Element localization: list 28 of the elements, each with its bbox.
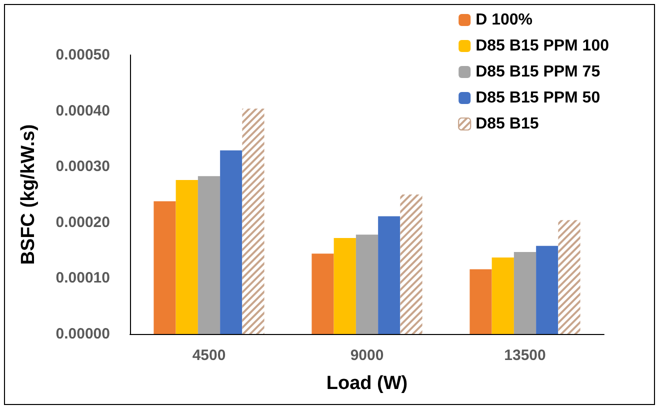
bar <box>536 246 558 334</box>
legend-label: D85 B15 PPM 50 <box>476 90 600 106</box>
bar <box>470 269 492 334</box>
x-axis-title: Load (W) <box>326 373 408 394</box>
bar <box>492 258 514 334</box>
x-tick-label: 13500 <box>504 347 546 364</box>
y-axis-title: BSFC (kg/kW.s) <box>18 124 39 265</box>
y-tick-label: 0.00010 <box>56 270 110 287</box>
x-tick-label: 4500 <box>192 347 226 364</box>
bar <box>514 252 536 334</box>
y-tick-label: 0.00000 <box>56 326 110 342</box>
y-tick-label: 0.00040 <box>56 102 110 120</box>
bar <box>356 234 378 334</box>
bar <box>334 238 356 334</box>
bar <box>312 254 334 334</box>
legend-label: D85 B15 PPM 100 <box>476 38 610 54</box>
bar <box>220 150 242 334</box>
bar <box>198 176 220 334</box>
bar <box>154 201 176 334</box>
legend-label: D85 B15 <box>476 116 539 132</box>
legend-label: D 100% <box>476 12 533 28</box>
y-tick-label: 0.00020 <box>56 214 110 231</box>
x-tick-label: 9000 <box>350 347 384 364</box>
y-tick-label: 0.00050 <box>56 46 110 64</box>
legend-label: D85 B15 PPM 75 <box>476 64 600 80</box>
y-tick-label: 0.00030 <box>56 158 110 176</box>
bar <box>176 180 198 334</box>
bar <box>378 216 400 334</box>
